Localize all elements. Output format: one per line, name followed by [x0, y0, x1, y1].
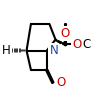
Text: N: N — [49, 44, 58, 57]
Text: O: O — [56, 76, 66, 89]
Text: O: O — [72, 38, 82, 51]
Text: H: H — [2, 44, 11, 57]
Text: C: C — [83, 38, 91, 51]
Text: O: O — [61, 27, 70, 40]
